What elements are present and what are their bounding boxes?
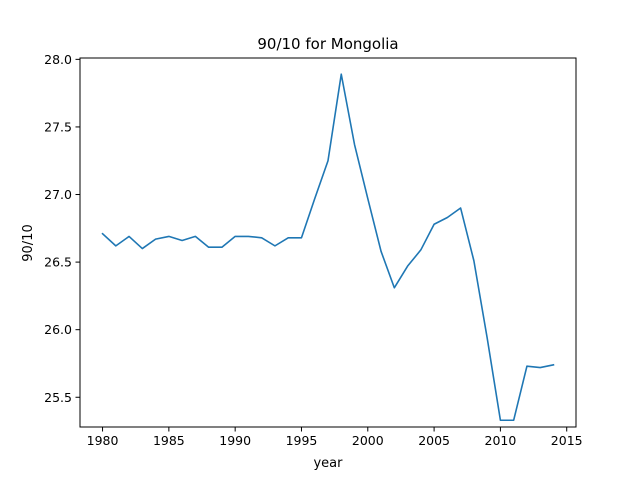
y-tick-label: 27.0 <box>44 187 72 202</box>
y-tick-label: 28.0 <box>44 52 72 67</box>
x-tick-label: 2010 <box>485 433 517 448</box>
y-tick-label: 25.5 <box>44 390 72 405</box>
y-tick-label: 26.0 <box>44 322 72 337</box>
series-line <box>101 73 555 422</box>
x-tick-label: 1995 <box>286 433 318 448</box>
y-tick-label: 27.5 <box>44 119 72 134</box>
plot-area <box>79 57 577 428</box>
y-axis-label: 90/10 <box>21 224 36 261</box>
y-axis: 25.5 26.0 26.5 27.0 27.5 28.0 <box>44 52 80 405</box>
x-tick-label: 2005 <box>418 433 450 448</box>
plot-frame <box>79 57 577 428</box>
x-tick-label: 1985 <box>153 433 185 448</box>
x-tick-label: 1990 <box>219 433 251 448</box>
x-tick-label: 1980 <box>87 433 119 448</box>
y-tick-label: 26.5 <box>44 255 72 270</box>
x-axis-label: year <box>313 456 343 471</box>
x-tick-label: 2015 <box>551 433 583 448</box>
x-axis: 1980 1985 1990 1995 2000 2005 2010 2015 <box>87 427 583 448</box>
x-tick-label: 2000 <box>352 433 384 448</box>
series-layer <box>101 73 555 422</box>
chart-title: 90/10 for Mongolia <box>257 35 398 53</box>
